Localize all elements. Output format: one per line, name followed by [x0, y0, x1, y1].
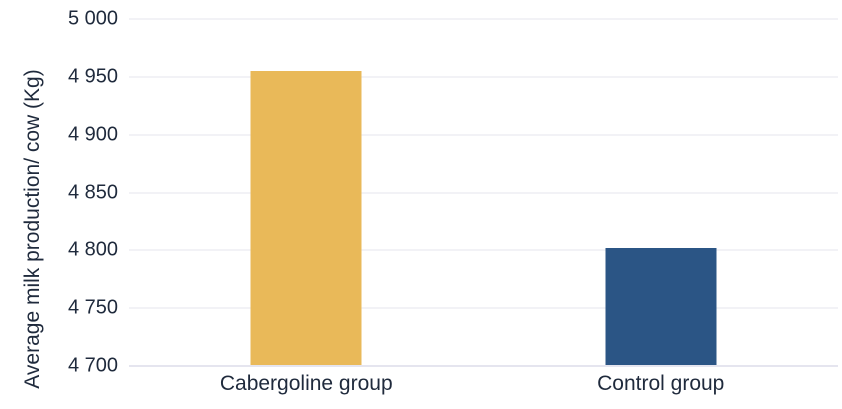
- gridline: [129, 191, 838, 194]
- gridline: [129, 18, 838, 20]
- y-axis-ticks: 5 000 4 950 4 900 4 850 4 800 4 750 4 700: [0, 8, 118, 377]
- x-category-label: Cabergoline group: [219, 372, 393, 395]
- y-tick-label: 4 850: [67, 181, 118, 203]
- gridline: [129, 75, 838, 78]
- gridline: [129, 133, 838, 136]
- y-tick-label: 4 900: [67, 123, 118, 146]
- x-category-label: Control group: [597, 372, 725, 395]
- y-tick-label: 4 700: [67, 354, 118, 377]
- y-tick-label: 4 800: [67, 238, 118, 261]
- gridline: [129, 307, 838, 310]
- y-tick-label: 4 750: [67, 296, 118, 319]
- x-axis-line: [129, 365, 838, 367]
- y-tick-label: 4 950: [67, 65, 118, 88]
- bar-control-group: [605, 248, 717, 366]
- plot-area: [129, 18, 838, 367]
- gridline: [129, 249, 838, 252]
- y-tick-label: 5 000: [67, 7, 118, 30]
- x-axis-labels: Cabergoline group Control group: [129, 372, 838, 404]
- bar-cabergoline-group: [250, 71, 362, 366]
